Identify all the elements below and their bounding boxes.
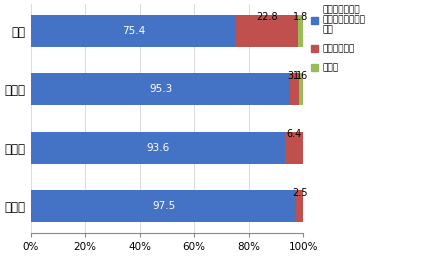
Text: 95.3: 95.3 — [149, 84, 172, 94]
Bar — [31, 73, 290, 105]
Bar — [299, 73, 303, 105]
Bar — [236, 15, 298, 47]
Text: 97.5: 97.5 — [152, 201, 175, 211]
Bar — [31, 15, 236, 47]
Bar — [286, 132, 303, 164]
Bar — [31, 132, 286, 164]
Legend: 設置する義務が
あることを知って
いる, 知らなかった, 無回答: 設置する義務が あることを知って いる, 知らなかった, 無回答 — [310, 4, 366, 73]
Text: 1.6: 1.6 — [293, 71, 309, 81]
Text: 2.5: 2.5 — [292, 188, 307, 198]
Bar — [31, 190, 296, 222]
Bar — [296, 190, 303, 222]
Text: 93.6: 93.6 — [146, 143, 170, 153]
Text: 22.8: 22.8 — [256, 12, 278, 22]
Text: 1.8: 1.8 — [293, 12, 308, 22]
Bar — [290, 73, 299, 105]
Text: 75.4: 75.4 — [122, 26, 145, 36]
Bar — [298, 15, 303, 47]
Text: 3.1: 3.1 — [287, 71, 302, 81]
Text: 6.4: 6.4 — [287, 129, 302, 139]
